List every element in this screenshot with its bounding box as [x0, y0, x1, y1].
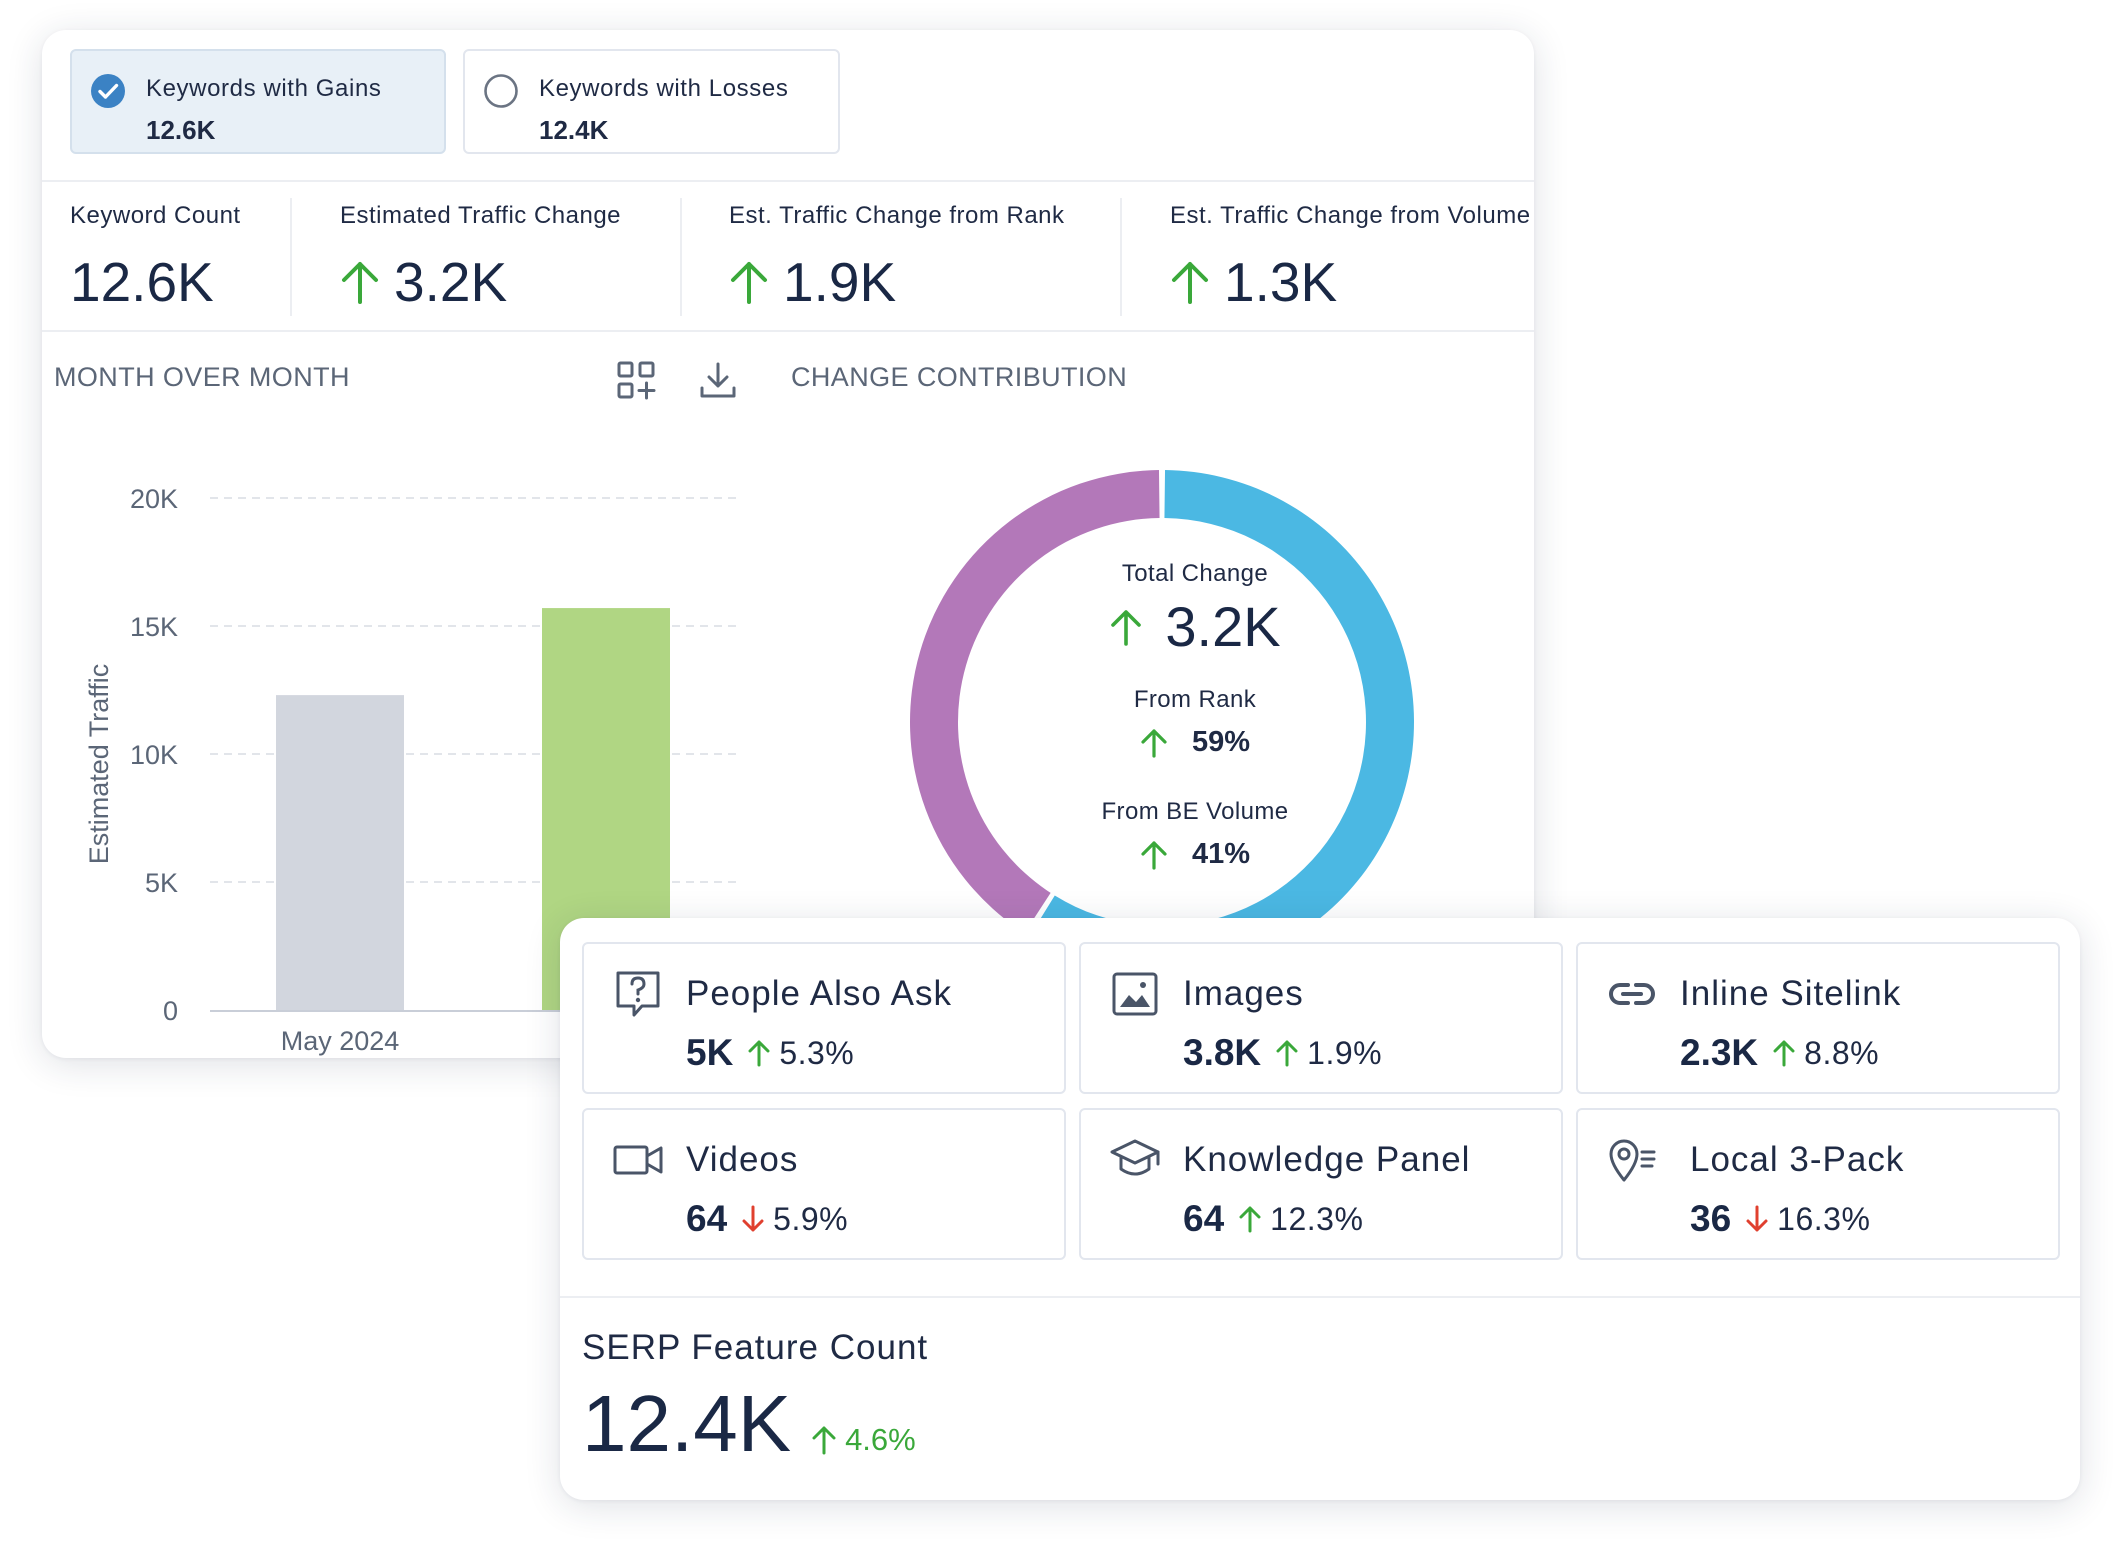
arrow-up-icon: [1172, 262, 1208, 304]
map-pin-list-icon: [1609, 1139, 1656, 1182]
serp-feature-name: Images: [1183, 974, 1304, 1013]
serp-feature-change: 1.9%: [1307, 1034, 1383, 1071]
add-widget-icon[interactable]: [616, 360, 656, 400]
serp-feature-change: 12.3%: [1270, 1200, 1364, 1237]
stat-value: 12.6K: [70, 251, 214, 313]
serp-feature-name: Videos: [686, 1140, 799, 1179]
arrow-up-icon: [1141, 840, 1167, 870]
from-rank-summary: From Rank 59%: [995, 686, 1395, 759]
stat-value: 3.2K: [394, 251, 508, 313]
serp-feature-change: 5.3%: [779, 1034, 855, 1071]
serp-feature-value: 2.3K: [1680, 1032, 1759, 1073]
from-rank-label: From Rank: [1133, 686, 1257, 713]
serp-tile-videos[interactable]: Videos 64 5.9%: [582, 1108, 1066, 1260]
serp-feature-value: 64: [686, 1198, 728, 1239]
serp-tile-images[interactable]: Images 3.8K 1.9%: [1079, 942, 1563, 1094]
y-tick-label: 15K: [130, 612, 178, 642]
arrow-up-icon: [1111, 609, 1142, 646]
divider: [680, 198, 682, 316]
serp-tile-local-3-pack[interactable]: Local 3-Pack 36 16.3%: [1576, 1108, 2060, 1260]
serp-feature-value: 36: [1690, 1198, 1732, 1239]
serp-feature-change: 5.9%: [773, 1200, 849, 1237]
donut-center-summary: Total Change 3.2K: [995, 560, 1395, 659]
keywords-with-gains-toggle[interactable]: Keywords with Gains 12.6K: [70, 49, 446, 154]
month-over-month-title: MONTH OVER MONTH: [54, 362, 350, 392]
from-volume-label: From BE Volume: [1101, 798, 1289, 825]
stat-estimated-traffic-change: Estimated Traffic Change 3.2K: [340, 202, 621, 314]
y-tick-label: 20K: [130, 484, 178, 514]
checked-circle-icon: [91, 74, 125, 108]
x-tick-label: May 2024: [281, 1026, 400, 1056]
y-tick-label: 5K: [145, 868, 178, 898]
donut-slice-volume[interactable]: [910, 470, 1160, 934]
serp-feature-count-change: 4.6%: [845, 1422, 916, 1457]
toggle-label: Keywords with Losses: [539, 75, 789, 102]
stat-label: Est. Traffic Change from Rank: [729, 202, 1065, 229]
arrow-up-icon: [731, 262, 767, 304]
arrow-up-icon: [1773, 1040, 1795, 1067]
arrow-up-icon: [748, 1040, 770, 1067]
serp-tile-people-also-ask[interactable]: People Also Ask 5K 5.3%: [582, 942, 1066, 1094]
divider: [560, 1296, 2080, 1298]
radio-circle-icon: [484, 74, 518, 108]
arrow-up-icon: [1141, 728, 1167, 758]
arrow-down-icon: [1746, 1205, 1768, 1232]
serp-feature-change: 16.3%: [1777, 1200, 1871, 1237]
toggle-label: Keywords with Gains: [146, 75, 382, 102]
stat-traffic-change-from-volume: Est. Traffic Change from Volume 1.3K: [1170, 202, 1531, 314]
y-axis-label: Estimated Traffic: [84, 664, 114, 865]
total-change-value: 3.2K: [1165, 595, 1281, 658]
serp-tile-inline-sitelink[interactable]: Inline Sitelink 2.3K 8.8%: [1576, 942, 2060, 1094]
graduation-cap-icon: [1110, 1139, 1160, 1176]
stat-value: 1.3K: [1224, 251, 1338, 313]
serp-feature-count-label: SERP Feature Count: [582, 1328, 929, 1367]
serp-feature-change: 8.8%: [1804, 1034, 1880, 1071]
serp-feature-value: 64: [1183, 1198, 1225, 1239]
stat-traffic-change-from-rank: Est. Traffic Change from Rank 1.9K: [729, 202, 1065, 314]
download-icon[interactable]: [698, 360, 738, 400]
from-volume-summary: From BE Volume 41%: [995, 798, 1395, 871]
serp-tile-knowledge-panel[interactable]: Knowledge Panel 64 12.3%: [1079, 1108, 1563, 1260]
serp-feature-count-value: 12.4K: [582, 1379, 792, 1468]
serp-feature-value: 3.8K: [1183, 1032, 1262, 1073]
video-icon: [613, 1145, 663, 1175]
arrow-down-icon: [742, 1205, 764, 1232]
divider: [290, 198, 292, 316]
stat-keyword-count: Keyword Count 12.6K: [70, 202, 241, 314]
serp-feature-name: Local 3-Pack: [1690, 1140, 1905, 1179]
serp-feature-value: 5K: [686, 1032, 734, 1073]
arrow-up-icon: [342, 262, 378, 304]
bar-0[interactable]: [276, 695, 404, 1010]
toggle-value: 12.4K: [539, 115, 609, 145]
divider: [42, 330, 1534, 332]
serp-feature-name: Inline Sitelink: [1680, 974, 1902, 1013]
total-change-label: Total Change: [1121, 560, 1269, 587]
keywords-with-losses-toggle[interactable]: Keywords with Losses 12.4K: [463, 49, 840, 154]
arrow-up-icon: [812, 1426, 836, 1455]
stat-label: Est. Traffic Change from Volume: [1170, 202, 1531, 229]
serp-feature-name: Knowledge Panel: [1183, 1140, 1471, 1179]
stat-label: Keyword Count: [70, 202, 241, 229]
stat-value: 1.9K: [783, 251, 897, 313]
divider: [42, 180, 1534, 182]
question-icon: [616, 971, 660, 1017]
y-tick-label: 10K: [130, 740, 178, 770]
toggle-value: 12.6K: [146, 115, 216, 145]
link-icon: [1609, 983, 1655, 1005]
arrow-up-icon: [1239, 1206, 1261, 1233]
serp-feature-name: People Also Ask: [686, 974, 952, 1013]
stat-label: Estimated Traffic Change: [340, 202, 622, 229]
traffic-change-card: Keywords with Gains 12.6K Keywords with …: [42, 30, 1534, 1058]
from-volume-percent: 41%: [1191, 838, 1251, 870]
divider: [1120, 198, 1122, 316]
arrow-up-icon: [1276, 1040, 1298, 1067]
serp-features-card: People Also Ask 5K 5.3% Images 3.8K 1.9% Inlin…: [560, 918, 2080, 1500]
from-rank-percent: 59%: [1191, 726, 1251, 758]
y-tick-label: 0: [163, 996, 178, 1026]
change-contribution-title: CHANGE CONTRIBUTION: [791, 362, 1128, 392]
serp-feature-count: 12.4K 4.6%: [582, 1384, 916, 1464]
image-icon: [1112, 972, 1158, 1016]
